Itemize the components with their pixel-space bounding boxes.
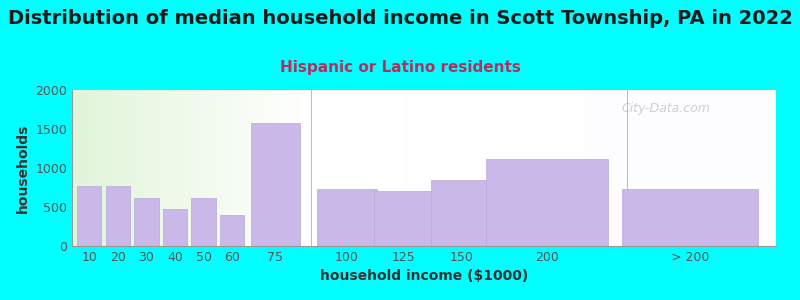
X-axis label: household income ($1000): household income ($1000) xyxy=(320,269,528,284)
Text: Hispanic or Latino residents: Hispanic or Latino residents xyxy=(279,60,521,75)
Text: City-Data.com: City-Data.com xyxy=(621,103,710,116)
Bar xyxy=(106,185,130,246)
Bar xyxy=(431,181,491,246)
Bar xyxy=(220,215,245,246)
Bar xyxy=(486,159,608,246)
Bar xyxy=(374,190,434,246)
Text: Distribution of median household income in Scott Township, PA in 2022: Distribution of median household income … xyxy=(7,9,793,28)
Y-axis label: households: households xyxy=(16,123,30,213)
Bar xyxy=(191,198,216,246)
Bar xyxy=(250,123,300,246)
Bar xyxy=(134,198,158,246)
Bar xyxy=(77,185,102,246)
Bar xyxy=(162,208,187,246)
Bar xyxy=(622,189,758,246)
Bar xyxy=(317,189,377,246)
